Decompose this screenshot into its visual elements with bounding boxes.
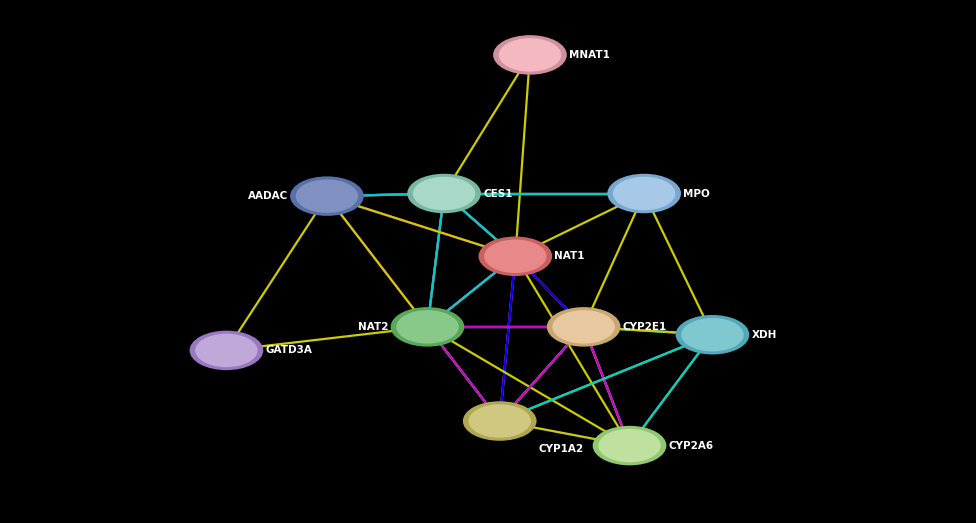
Text: XDH: XDH [752, 329, 777, 340]
Circle shape [499, 38, 561, 72]
Text: NAT1: NAT1 [554, 251, 585, 262]
Circle shape [493, 35, 567, 75]
Circle shape [552, 310, 615, 344]
Text: CES1: CES1 [483, 188, 512, 199]
Circle shape [189, 331, 264, 370]
Text: MNAT1: MNAT1 [569, 50, 610, 60]
Text: AADAC: AADAC [248, 191, 288, 201]
Circle shape [463, 401, 537, 441]
Circle shape [613, 177, 675, 210]
Text: CYP1A2: CYP1A2 [539, 445, 584, 454]
Circle shape [675, 315, 750, 355]
Circle shape [396, 310, 459, 344]
Circle shape [468, 404, 531, 438]
Text: MPO: MPO [683, 188, 710, 199]
Circle shape [681, 318, 744, 351]
Circle shape [413, 177, 475, 210]
Circle shape [407, 174, 481, 213]
Circle shape [484, 240, 547, 273]
Circle shape [607, 174, 681, 213]
Circle shape [296, 179, 358, 213]
Text: GATD3A: GATD3A [265, 345, 312, 356]
Text: CYP2E1: CYP2E1 [623, 322, 667, 332]
Circle shape [547, 307, 621, 347]
Circle shape [390, 307, 465, 347]
Circle shape [290, 176, 364, 216]
Text: CYP2A6: CYP2A6 [669, 440, 713, 451]
Text: NAT2: NAT2 [358, 322, 388, 332]
Circle shape [598, 429, 661, 462]
Circle shape [195, 334, 258, 367]
Circle shape [478, 236, 552, 276]
Circle shape [592, 426, 667, 465]
